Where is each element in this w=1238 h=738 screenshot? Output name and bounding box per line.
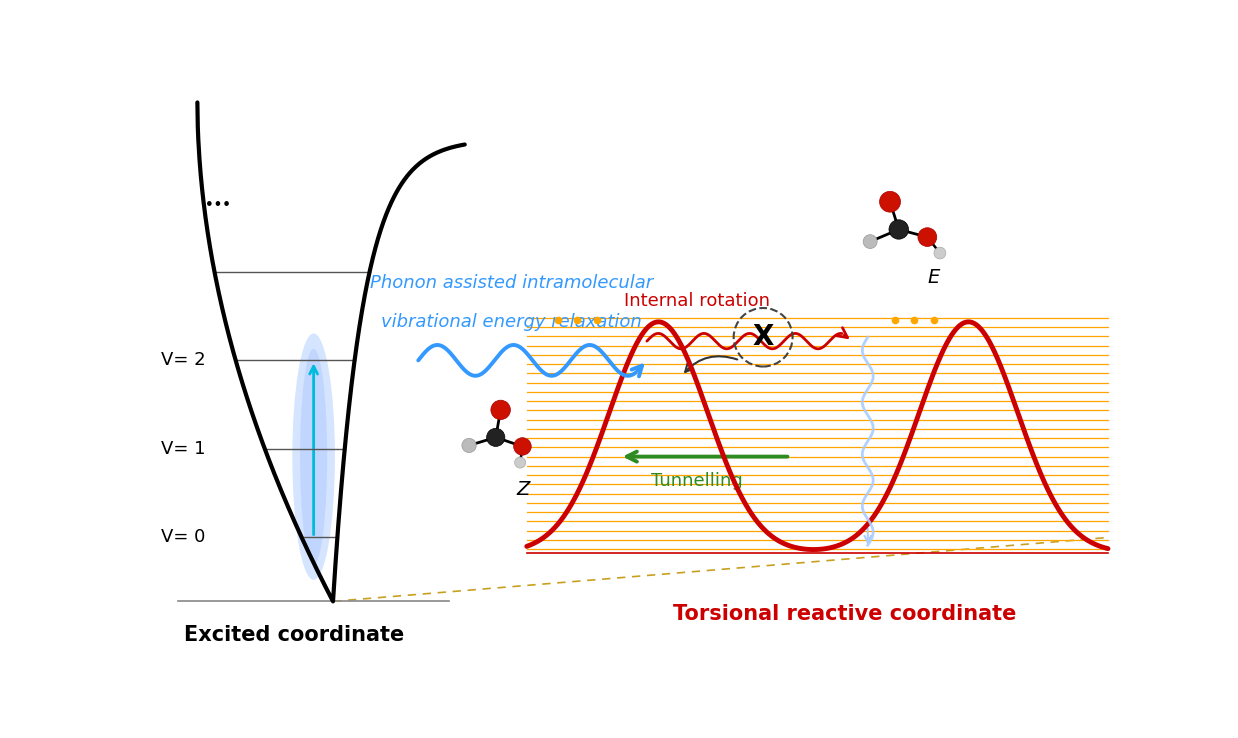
Text: Tunnelling: Tunnelling <box>651 472 743 490</box>
Text: V= 2: V= 2 <box>161 351 206 370</box>
Text: Phonon assisted intramolecular: Phonon assisted intramolecular <box>370 275 652 292</box>
Text: vibrational energy relaxation: vibrational energy relaxation <box>381 313 641 331</box>
Circle shape <box>879 191 900 212</box>
Circle shape <box>462 438 477 452</box>
Text: V= 1: V= 1 <box>161 440 206 458</box>
Text: ...: ... <box>206 187 232 210</box>
Circle shape <box>917 228 937 246</box>
Ellipse shape <box>292 334 335 580</box>
Circle shape <box>487 428 505 446</box>
Text: Internal rotation: Internal rotation <box>624 292 770 310</box>
Text: Z: Z <box>516 480 530 499</box>
Circle shape <box>491 400 510 420</box>
Circle shape <box>863 235 878 249</box>
Circle shape <box>514 438 531 455</box>
Text: V= 0: V= 0 <box>161 528 206 546</box>
Ellipse shape <box>300 349 327 565</box>
Circle shape <box>889 220 909 239</box>
Text: X: X <box>753 323 774 351</box>
Text: Excited coordinate: Excited coordinate <box>184 625 405 645</box>
Text: Torsional reactive coordinate: Torsional reactive coordinate <box>672 604 1016 624</box>
Circle shape <box>515 457 526 468</box>
Circle shape <box>933 247 946 259</box>
Text: E: E <box>927 269 940 288</box>
